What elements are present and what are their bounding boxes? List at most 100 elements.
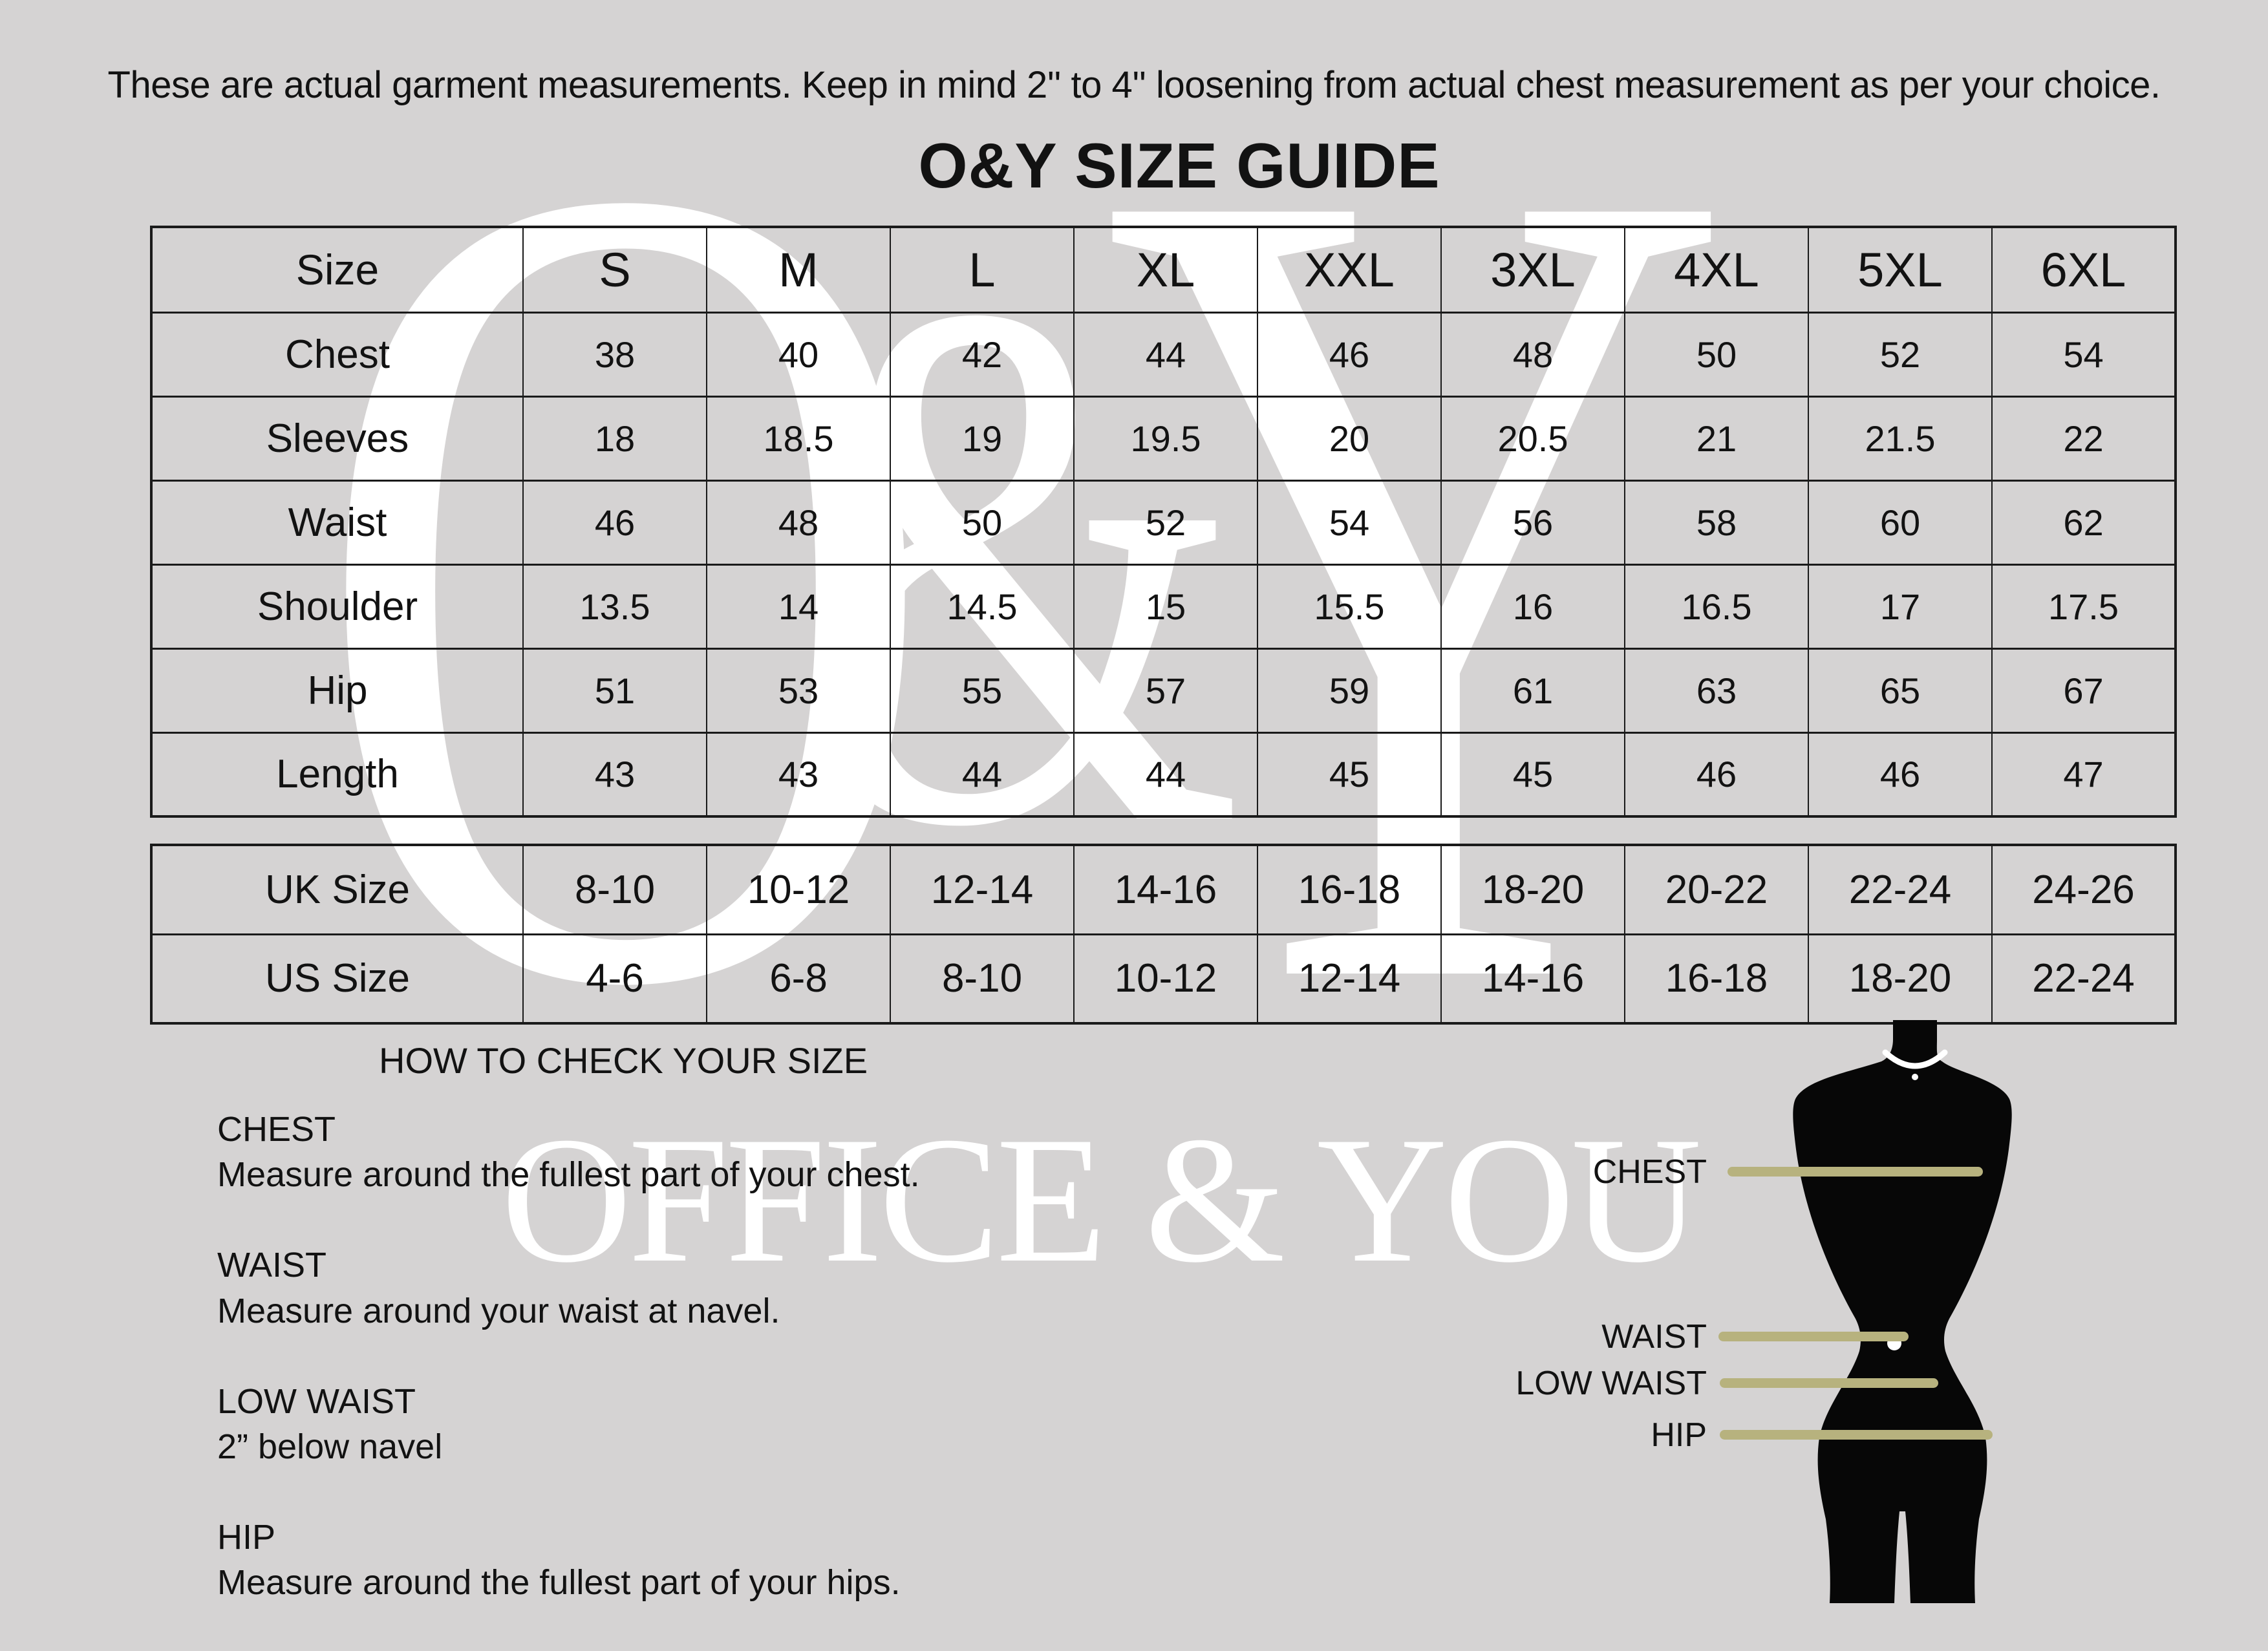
size-guide-page: O&Y OFFICE & YOU These are actual garmen… (108, 0, 2177, 1605)
measurement-row-label: Length (151, 731, 524, 818)
measurement-value-cell: 20 (1257, 395, 1442, 482)
measurement-value-cell: 67 (1991, 647, 2176, 734)
conversion-table: UK Size 8-10 10-12 12-14 14-16 16-18 18-20 20-2… (150, 844, 2177, 1025)
how-to-group: LOW WAIST 2” below navel (217, 1379, 920, 1469)
conversion-value-cell: 18-20 (1808, 933, 1993, 1025)
how-to-section-label: HIP (217, 1518, 276, 1557)
measurement-value-cell: 55 (890, 647, 1075, 734)
measurement-value-cell: 18 (522, 395, 707, 482)
measurement-value-cell: 16.5 (1624, 563, 1809, 650)
measurement-row-label: Sleeves (151, 395, 524, 482)
conversion-table-row: US Size 4-6 6-8 8-10 10-12 12-14 14-16 16-18 18-… (151, 933, 2176, 1025)
how-to-section-label: WAIST (217, 1246, 326, 1285)
measurement-value-cell: 46 (522, 479, 707, 566)
measurement-value-cell: 54 (1257, 479, 1442, 566)
measurement-value-cell: 44 (1073, 731, 1258, 818)
size-header-label: Size (151, 226, 524, 314)
measurement-row-label: Waist (151, 479, 524, 566)
size-column-header: 5XL (1808, 226, 1993, 314)
measurement-row-label: Shoulder (151, 563, 524, 650)
measurement-value-cell: 60 (1808, 479, 1993, 566)
measurement-value-cell: 14 (706, 563, 891, 650)
body-silhouette-shape (1793, 1020, 2012, 1603)
measurement-value-cell: 42 (890, 311, 1075, 398)
measurement-value-cell: 48 (706, 479, 891, 566)
conversion-value-cell: 16-18 (1257, 844, 1442, 935)
how-to-section-label: CHEST (217, 1110, 336, 1149)
how-to-group: HIP Measure around the fullest part of yo… (217, 1515, 920, 1605)
measurement-value-cell: 45 (1440, 731, 1625, 818)
size-column-header: M (706, 226, 891, 314)
measurement-value-cell: 46 (1808, 731, 1993, 818)
conversion-value-cell: 8-10 (890, 933, 1075, 1025)
measurement-value-cell: 15 (1073, 563, 1258, 650)
size-column-header: 4XL (1624, 226, 1809, 314)
measurement-value-cell: 50 (1624, 311, 1809, 398)
measurement-value-cell: 53 (706, 647, 891, 734)
measurement-row-label: Hip (151, 647, 524, 734)
figure-measure-line (1720, 1430, 1993, 1440)
measurement-value-cell: 21 (1624, 395, 1809, 482)
office-and-you-watermark: OFFICE & YOU (501, 1099, 1702, 1300)
measurement-value-cell: 46 (1257, 311, 1442, 398)
size-column-header: XXL (1257, 226, 1442, 314)
figure-measure-label: WAIST (1601, 1318, 1707, 1356)
measurement-value-cell: 43 (706, 731, 891, 818)
measurement-value-cell: 21.5 (1808, 395, 1993, 482)
page-title: O&Y SIZE GUIDE (918, 130, 1440, 201)
conversion-value-cell: 12-14 (890, 844, 1075, 935)
conversion-value-cell: 10-12 (706, 844, 891, 935)
measurement-value-cell: 38 (522, 311, 707, 398)
how-to-section-text: Measure around the fullest part of your … (217, 1563, 901, 1603)
measurement-value-cell: 52 (1808, 311, 1993, 398)
measurement-value-cell: 18.5 (706, 395, 891, 482)
measurement-value-cell: 45 (1257, 731, 1442, 818)
size-table-row: Hip 51 53 55 57 59 61 63 65 67 (151, 647, 2176, 734)
measurement-value-cell: 14.5 (890, 563, 1075, 650)
measurement-value-cell: 46 (1624, 731, 1809, 818)
measurement-value-cell: 13.5 (522, 563, 707, 650)
measurement-value-cell: 15.5 (1257, 563, 1442, 650)
measurement-value-cell: 57 (1073, 647, 1258, 734)
conversion-value-cell: 24-26 (1991, 844, 2176, 935)
conversion-value-cell: 20-22 (1624, 844, 1809, 935)
conversion-value-cell: 10-12 (1073, 933, 1258, 1025)
size-table: Size S M L XL XXL 3XL 4XL 5XL 6XL Chest 38 40 42 44 46 4… (150, 226, 2177, 818)
conversion-value-cell: 16-18 (1624, 933, 1809, 1025)
measurement-value-cell: 52 (1073, 479, 1258, 566)
measurement-value-cell: 17.5 (1991, 563, 2176, 650)
how-to-group: WAIST Measure around your waist at navel. (217, 1242, 920, 1333)
how-to-section-text: Measure around the fullest part of your … (217, 1155, 920, 1195)
figure-measure-line (1718, 1332, 1909, 1341)
body-silhouette (1793, 1020, 2012, 1603)
conversion-value-cell: 12-14 (1257, 933, 1442, 1025)
measurement-value-cell: 63 (1624, 647, 1809, 734)
size-column-header: 3XL (1440, 226, 1625, 314)
how-to-heading: HOW TO CHECK YOUR SIZE (379, 1040, 868, 1081)
measurement-value-cell: 19.5 (1073, 395, 1258, 482)
measurement-value-cell: 59 (1257, 647, 1442, 734)
figure-measure-line (1728, 1167, 1983, 1177)
conversion-value-cell: 18-20 (1440, 844, 1625, 935)
size-column-header: XL (1073, 226, 1258, 314)
how-to-section-label: LOW WAIST (217, 1381, 416, 1421)
figure-measure-label: HIP (1651, 1416, 1707, 1454)
conversion-value-cell: 14-16 (1073, 844, 1258, 935)
necklace-detail (1882, 1049, 1948, 1069)
measurement-value-cell: 61 (1440, 647, 1625, 734)
how-to-section-text: 2” below navel (217, 1427, 443, 1466)
body-silhouette-figure (1788, 1020, 2042, 1603)
size-table-row: Shoulder 13.5 14 14.5 15 15.5 16 16.5 17 17.5 (151, 563, 2176, 650)
size-table-row: Sleeves 18 18.5 19 19.5 20 20.5 21 21.5 22 (151, 395, 2176, 482)
size-table-row: Length 43 43 44 44 45 45 46 46 47 (151, 731, 2176, 818)
measurement-value-cell: 20.5 (1440, 395, 1625, 482)
size-column-header: 6XL (1991, 226, 2176, 314)
measurement-value-cell: 50 (890, 479, 1075, 566)
measurement-value-cell: 43 (522, 731, 707, 818)
measurement-value-cell: 44 (1073, 311, 1258, 398)
conversion-value-cell: 22-24 (1808, 844, 1993, 935)
size-table-header-row: Size S M L XL XXL 3XL 4XL 5XL 6XL (151, 226, 2176, 314)
measurement-value-cell: 51 (522, 647, 707, 734)
size-table-row: Waist 46 48 50 52 54 56 58 60 62 (151, 479, 2176, 566)
measurement-value-cell: 44 (890, 731, 1075, 818)
